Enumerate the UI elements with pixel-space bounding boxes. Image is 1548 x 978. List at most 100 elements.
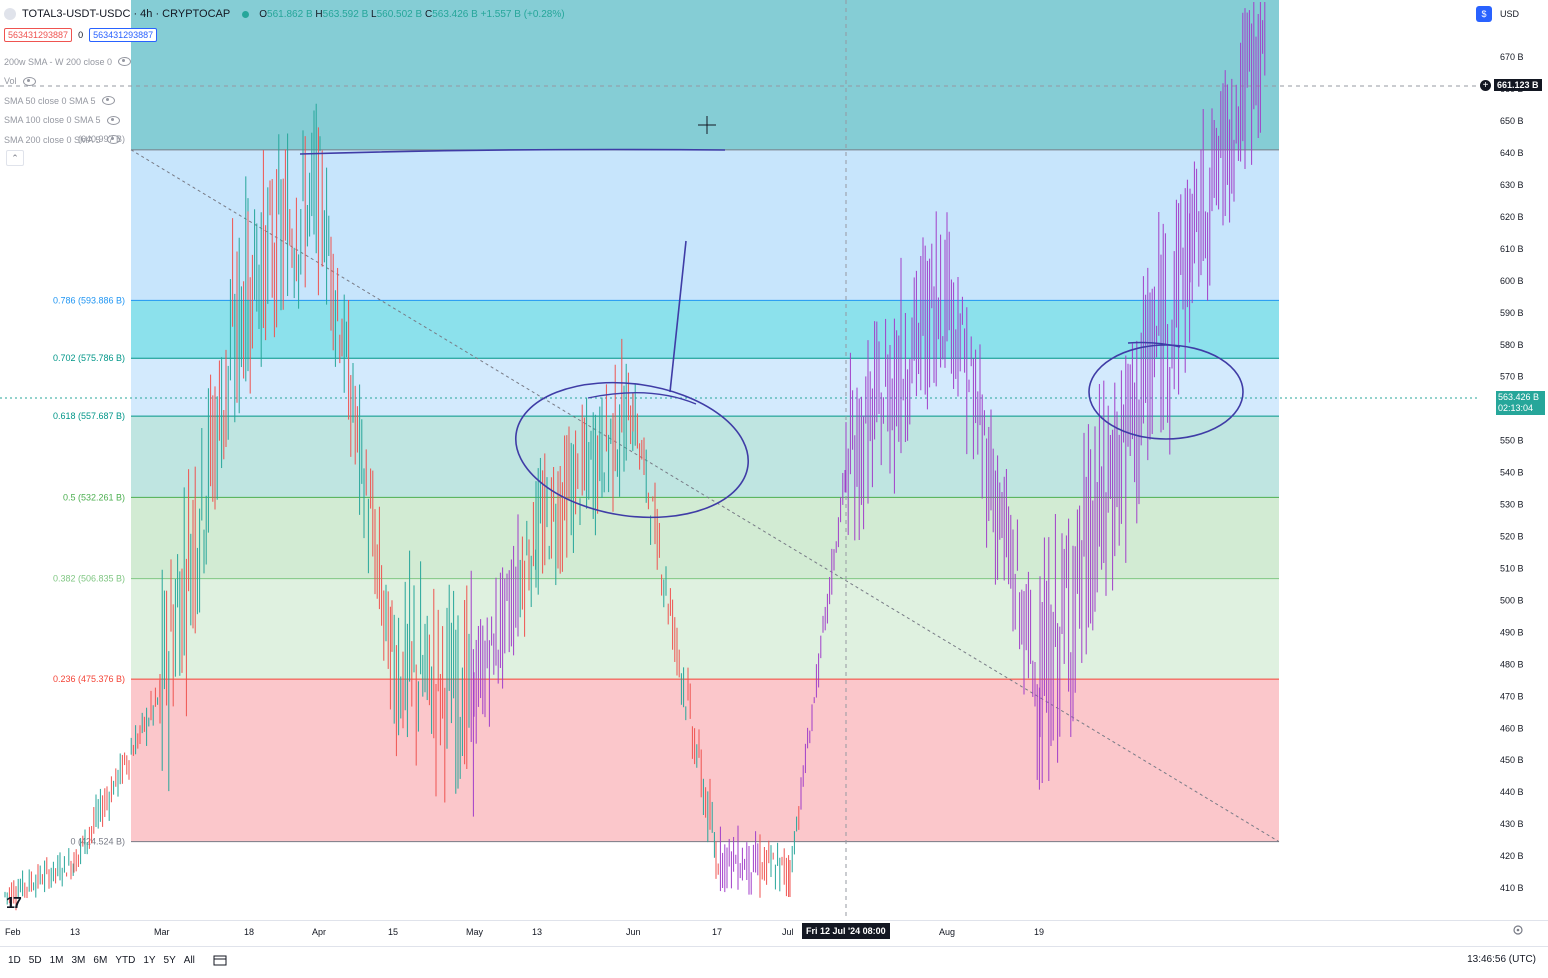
indicator-vol[interactable]: Vol [4,72,131,92]
range-all-button[interactable]: All [183,954,195,966]
fib-band [131,416,1279,498]
time-tick-label: 19 [1034,927,1044,937]
price-tick-label: 520 B [1500,532,1524,542]
crosshair-time: Fri 12 Jul '24 08:00 [802,923,890,939]
time-tick-label: Jun [626,927,641,937]
range-1d-button[interactable]: 1D [8,954,21,966]
time-tick-label: 18 [244,927,254,937]
time-tick-label: May [466,927,484,937]
indicator-sma-200[interactable]: SMA 200 close 0 SMA 5 [4,130,131,150]
bar-countdown: 02:13:04 [1498,403,1534,413]
utc-clock[interactable]: 13:46:56 (UTC) [1467,954,1536,965]
ohlc-high: 563.592 B [322,8,369,20]
last-price-badge: 563.426 B 02:13:04 [1496,391,1545,415]
fib-top-label: (640.997 B) [78,134,125,144]
range-ytd-button[interactable]: YTD [115,954,136,966]
crosshair-price: 661.123 B [1494,79,1542,91]
buy-button[interactable]: 563431293887 [89,28,158,42]
sell-button[interactable]: 563431293887 [4,28,73,42]
price-tick-label: 670 B [1500,52,1524,62]
indicator-sma-100[interactable]: SMA 100 close 0 SMA 5 [4,111,131,131]
eye-icon[interactable] [101,96,115,106]
range-5y-button[interactable]: 5Y [163,954,176,966]
price-tick-label: 640 B [1500,148,1524,158]
add-alert-icon[interactable]: + [1480,79,1491,91]
price-tick-label: 570 B [1500,372,1524,382]
drawn-arrow-line [669,240,687,393]
price-tick-label: 410 B [1500,883,1524,893]
price-tick-label: 620 B [1500,212,1524,222]
eye-icon[interactable] [118,57,132,67]
collapse-legend-button[interactable]: ⌃ [6,150,24,166]
price-tick-label: 610 B [1500,244,1524,254]
ohlc-close: 563.426 B [432,8,478,20]
price-tick-label: 630 B [1500,180,1524,190]
price-tick-label: 500 B [1500,595,1524,605]
last-price-value: 563.426 B [1498,392,1540,402]
indicator-sma-50[interactable]: SMA 50 close 0 SMA 5 [4,91,131,111]
range-6m-button[interactable]: 6M [93,954,108,966]
price-tick-label: 590 B [1500,308,1524,318]
price-tick-label: 480 B [1500,659,1524,669]
range-1y-button[interactable]: 1Y [143,954,156,966]
symbol-header: TOTAL3-USDT-USDC · 4h · CRYPTOCAP O561.8… [0,4,565,24]
range-3m-button[interactable]: 3M [71,954,86,966]
fib-band [131,300,1279,359]
drawn-resistance-line [299,148,726,155]
gear-icon[interactable] [1512,924,1524,936]
trade-buttons: 563431293887 0 563431293887 [4,28,158,42]
indicator-label: SMA 50 close 0 SMA 5 [4,95,96,106]
fib-level-label: 0.702 (575.786 B) [53,353,125,363]
ohlc-open-key: O [259,8,268,20]
eye-icon[interactable] [22,76,36,86]
time-tick-label: 13 [532,927,542,937]
drawn-arc-left [587,392,697,405]
range-1m-button[interactable]: 1M [49,954,64,966]
price-tick-label: 510 B [1500,563,1524,573]
indicator-200w-sma[interactable]: 200w SMA - W 200 close 0 [4,52,132,72]
time-tick-label: 15 [388,927,398,937]
fib-band [131,358,1279,417]
crosshair-price-label: + 661.123 B [1480,78,1542,92]
drawn-arc-right [1127,341,1181,348]
ohlc-low: 560.502 B [376,8,423,20]
symbol-title[interactable]: TOTAL3-USDT-USDC · 4h · CRYPTOCAP [22,8,231,20]
fib-band [131,578,1279,680]
price-tick-label: 420 B [1500,851,1524,861]
fib-level-label: 0.618 (557.687 B) [53,411,125,421]
fib-level-label: 0.5 (532.261 B) [63,492,125,502]
ohlc-change: +1.557 B (+0.28%) [480,8,565,20]
currency-icon[interactable]: $ [1476,6,1492,22]
price-tick-label: 540 B [1500,468,1524,478]
price-tick-label: 430 B [1500,819,1524,829]
eye-icon[interactable] [106,115,120,125]
currency-label[interactable]: USD [1500,9,1520,19]
time-tick-label: Aug [939,927,955,937]
indicator-label: 200w SMA - W 200 close 0 [4,56,113,67]
price-tick-label: 550 B [1500,436,1524,446]
indicator-label: SMA 200 close 0 SMA 5 [4,134,101,145]
ohlc-open: 561.862 B [267,8,313,20]
time-axis[interactable] [0,920,1548,943]
fib-retracement: 0.786 (593.886 B) 0.702 (575.786 B) 0.618 … [53,0,1280,847]
calendar-icon[interactable] [213,954,227,966]
spread-value: 0 [78,30,84,40]
fib-level-label: 0.786 (593.886 B) [53,295,125,305]
price-tick-label: 580 B [1500,340,1524,350]
range-5d-button[interactable]: 5D [28,954,42,966]
eye-icon[interactable] [106,135,120,145]
price-tick-label: 450 B [1500,755,1524,765]
tradingview-logo[interactable]: 17 [6,895,22,912]
candles [4,2,1266,911]
ohlc-close-key: C [424,8,433,20]
price-tick-label: 600 B [1500,276,1524,286]
price-tick-label: 650 B [1500,116,1524,126]
ohlc-high-key: H [315,8,323,20]
time-tick-label: 17 [712,927,722,937]
price-tick-label: 470 B [1500,691,1524,701]
time-axis-ticks: Feb 13 Mar 18 Apr 15 May 13 Jun 17 Jul Aug 19 [5,927,1044,937]
fib-band [131,497,1279,579]
